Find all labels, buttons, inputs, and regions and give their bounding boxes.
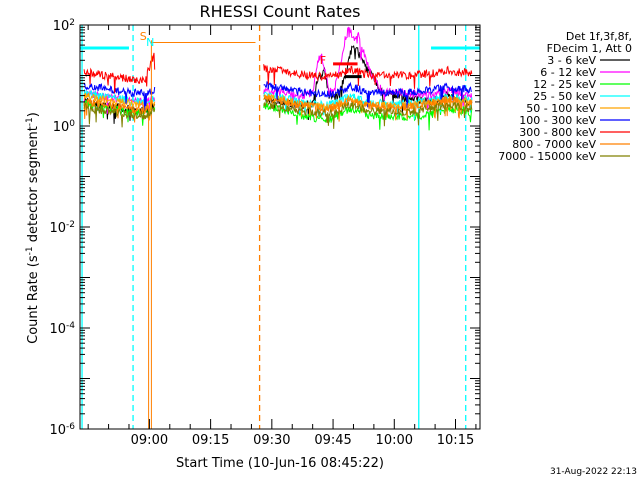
legend: Det 1f,3f,8f, FDecim 1, Att 0 3 - 6 keV6… [498, 30, 632, 163]
legend-entry-label: 25 - 50 keV [533, 90, 596, 103]
x-tick-label: 10:00 [376, 433, 413, 448]
legend-entry-label: 50 - 100 keV [526, 102, 596, 115]
legend-entry-label: 800 - 7000 keV [512, 138, 596, 151]
legend-header-line-1: Det 1f,3f,8f, [566, 30, 632, 43]
annotation-label: N [146, 36, 154, 49]
series-line [83, 92, 156, 121]
x-axis-label: Start Time (10-Jun-16 08:45:22) [176, 456, 384, 471]
y-axis-label-end: ) [26, 112, 41, 117]
y-tick-label-exp: -2 [66, 220, 75, 230]
series-line [83, 83, 156, 111]
series-line [83, 52, 156, 94]
y-tick-label: 10-2 [49, 220, 75, 236]
y-axis-label-exp-2: -1 [25, 117, 35, 126]
y-tick-label: 102 [53, 18, 75, 34]
axes: 09:00 09:15 09:30 09:45 10:00 10:1510210010-2… [49, 18, 480, 448]
chart-title: RHESSI Count Rates [200, 2, 361, 21]
y-tick-label: 10-6 [49, 422, 75, 438]
annotation-label: S [140, 30, 147, 43]
y-tick-label: 10-4 [49, 321, 75, 337]
y-tick-label-exp: -6 [66, 422, 75, 432]
legend-entry-label: 12 - 25 keV [533, 78, 596, 91]
legend-entry-label: 6 - 12 keV [540, 66, 596, 79]
legend-header-line-2: FDecim 1, Att 0 [547, 42, 632, 55]
y-axis-label-exp-1: -1 [25, 246, 35, 255]
y-tick-label-base: 10 [53, 120, 70, 135]
x-tick-label: 10:15 [437, 433, 474, 448]
y-tick-label-base: 10 [49, 423, 66, 438]
legend-entry-label: 3 - 6 keV [547, 54, 596, 67]
x-tick-label: 09:15 [192, 433, 229, 448]
x-tick-label: 09:45 [314, 433, 351, 448]
y-tick-label: 100 [53, 119, 76, 135]
x-tick-label: 09:00 [131, 433, 168, 448]
y-tick-label-base: 10 [49, 221, 66, 236]
series-line [263, 64, 473, 89]
series-line [83, 101, 156, 128]
timestamp: 31-Aug-2022 22:13 [550, 467, 637, 477]
legend-entry-label: 7000 - 15000 keV [498, 150, 596, 163]
plot-content: S N F [80, 25, 480, 429]
y-tick-label-base: 10 [49, 322, 66, 337]
series-line [263, 99, 473, 129]
series-line [263, 26, 473, 113]
annotation-label: F [320, 54, 326, 67]
series-line [263, 81, 472, 109]
y-tick-label-exp: 2 [69, 18, 75, 28]
y-axis-label-mid: detector segment [26, 126, 41, 246]
legend-entry-label: 100 - 300 keV [519, 114, 596, 127]
series-line [83, 89, 156, 112]
y-tick-label-base: 10 [53, 19, 70, 34]
y-axis-label: Count Rate (s-1 detector segment-1) [25, 112, 41, 344]
legend-entry-label: 300 - 800 keV [519, 126, 596, 139]
y-tick-label-exp: -4 [66, 321, 75, 331]
y-tick-label-exp: 0 [69, 119, 75, 129]
x-tick-label: 09:30 [253, 433, 290, 448]
y-axis-label-main: Count Rate (s [26, 255, 41, 344]
